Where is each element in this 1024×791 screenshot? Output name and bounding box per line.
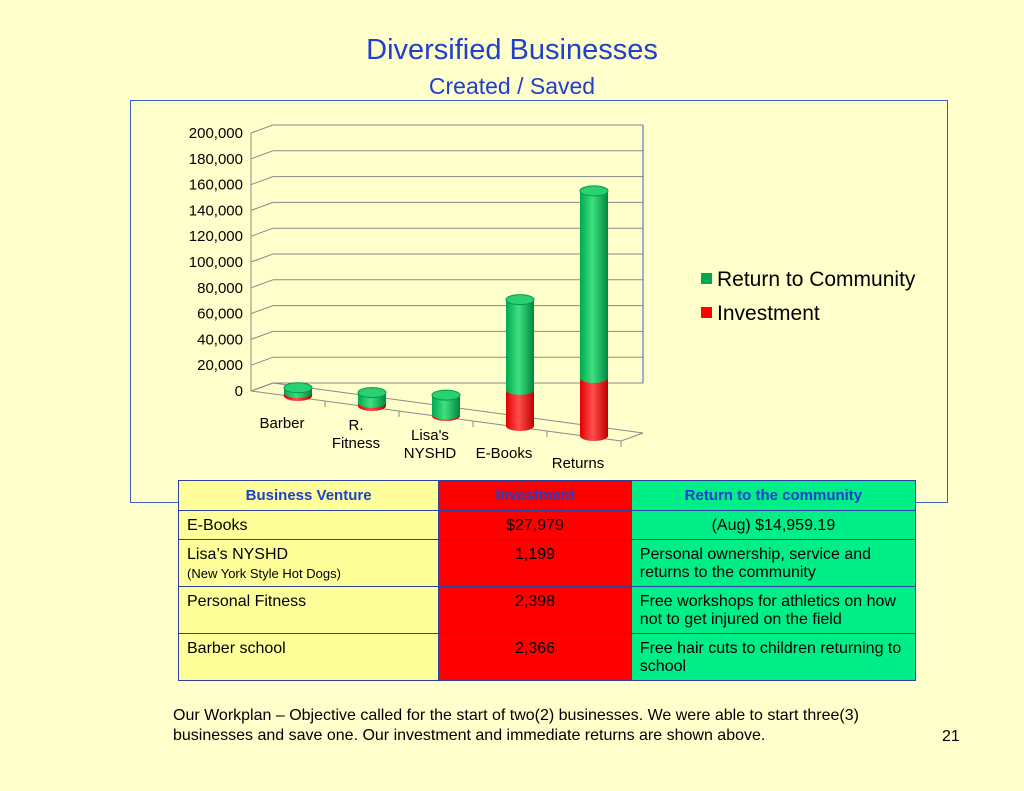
y-tick-label: 100,000 [189,254,243,271]
bar-segment-investment [580,377,608,441]
table-row: Lisa’s NYSHD (New York Style Hot Dogs) 1… [177,539,917,587]
x-tick-label: Returns [552,455,605,472]
gridline-side [250,253,274,263]
gridline-side [250,356,274,366]
venture-name: Lisa’s NYSHD [187,546,289,563]
venture-note: (New York Style Hot Dogs) [187,566,341,581]
business-table: Business Venture Investment Return to th… [177,480,917,681]
bar-top-cap [505,294,535,306]
table-row: Personal Fitness 2,398 Free workshops fo… [177,586,917,634]
y-tick-label: 140,000 [189,202,243,219]
venture-cell: Barber school [177,633,440,681]
header-investment: Investment [438,480,632,511]
return-cell: (Aug) $14,959.19 [630,510,917,540]
gridline-side [250,330,274,340]
x-tick-label: R. Fitness [332,417,380,452]
page-subtitle: Created / Saved [428,73,596,99]
bar-top-cap [431,389,461,401]
legend-label: Return to Community [717,268,916,291]
table-row: Barber school 2,366 Free hair cuts to ch… [177,633,917,681]
y-tick-label: 160,000 [189,177,243,194]
gridline-side [250,305,274,315]
return-cell: Personal ownership, service and returns … [630,539,917,587]
y-tick-label: 20,000 [197,357,243,374]
venture-cell: E-Books [177,510,440,540]
return-cell: Free hair cuts to children returning to … [630,633,917,681]
table-row: E-Books $27,979 (Aug) $14,959.19 [177,510,917,540]
x-tick-label: Barber [259,415,304,432]
page-title: Diversified Businesses [366,34,658,66]
gridline-side [250,201,274,211]
y-tick-label: 0 [235,383,243,400]
chart-floor [250,382,644,442]
gridline-side [250,227,274,237]
y-tick-label: 60,000 [197,306,243,323]
bar-segment-return-to-community [506,299,534,395]
bar-top-cap [357,387,387,399]
page-number: 21 [942,728,960,745]
y-tick-label: 200,000 [189,125,243,142]
gridline-side [250,150,274,160]
investment-cell: 2,366 [438,633,632,681]
x-tick-label: E-Books [476,445,533,462]
bar-segment-return-to-community [580,190,608,383]
investment-cell: 2,398 [438,586,632,634]
gridline-side [250,124,274,134]
table-header-row: Business Venture Investment Return to th… [177,480,917,511]
legend-swatch [701,273,712,284]
bar-top-cap [283,382,313,394]
y-tick-label: 80,000 [197,280,243,297]
gridline-side [250,279,274,289]
header-return: Return to the community [630,480,917,511]
x-tick-label: Lisa's NYSHD [404,427,457,462]
y-tick-label: 120,000 [189,228,243,245]
y-tick-label: 40,000 [197,331,243,348]
investment-cell: $27,979 [438,510,632,540]
stacked-bar-chart: 0 20,000 40,000 60,000 80,000 100,000 120,000 1… [189,124,916,472]
gridline-side [250,176,274,186]
venture-cell: Lisa’s NYSHD (New York Style Hot Dogs) [177,539,440,587]
bar-segment-investment [506,389,534,431]
y-tick-label: 180,000 [189,151,243,168]
venture-cell: Personal Fitness [177,586,440,634]
footer-text: Our Workplan – Objective called for the … [173,707,859,744]
bar-segment-return-to-community [432,395,460,420]
chart-frame: 0 20,000 40,000 60,000 80,000 100,000 120,000 1… [130,100,948,503]
legend-swatch [701,307,712,318]
bar-top-cap [579,185,609,197]
legend-label: Investment [717,302,820,325]
return-cell: Free workshops for athletics on how not … [630,586,917,634]
investment-cell: 1,199 [438,539,632,587]
header-business-venture: Business Venture [177,480,440,511]
